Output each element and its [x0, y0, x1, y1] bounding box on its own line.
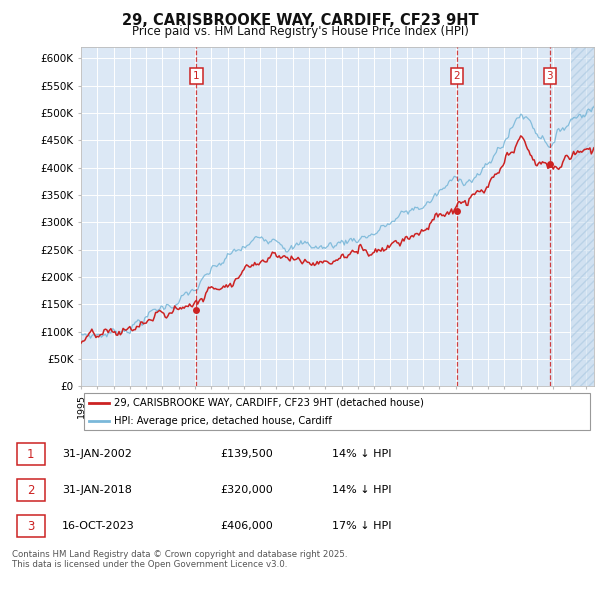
Bar — [17, 479, 45, 501]
Text: HPI: Average price, detached house, Cardiff: HPI: Average price, detached house, Card… — [115, 416, 332, 426]
Text: 29, CARISBROOKE WAY, CARDIFF, CF23 9HT: 29, CARISBROOKE WAY, CARDIFF, CF23 9HT — [122, 12, 478, 28]
Text: 1: 1 — [27, 448, 34, 461]
Bar — [17, 443, 45, 465]
Text: 14% ↓ HPI: 14% ↓ HPI — [332, 485, 392, 495]
Text: Contains HM Land Registry data © Crown copyright and database right 2025.
This d: Contains HM Land Registry data © Crown c… — [12, 550, 347, 569]
Text: 1: 1 — [193, 71, 200, 81]
Text: 2: 2 — [27, 484, 34, 497]
Text: £320,000: £320,000 — [221, 485, 274, 495]
Text: 3: 3 — [27, 520, 34, 533]
Bar — [17, 515, 45, 537]
Text: £139,500: £139,500 — [221, 449, 274, 459]
Text: 14% ↓ HPI: 14% ↓ HPI — [332, 449, 392, 459]
Text: Price paid vs. HM Land Registry's House Price Index (HPI): Price paid vs. HM Land Registry's House … — [131, 25, 469, 38]
Text: 16-OCT-2023: 16-OCT-2023 — [62, 521, 134, 531]
Text: 31-JAN-2018: 31-JAN-2018 — [62, 485, 132, 495]
Text: 2: 2 — [454, 71, 460, 81]
Text: 17% ↓ HPI: 17% ↓ HPI — [332, 521, 392, 531]
Text: 29, CARISBROOKE WAY, CARDIFF, CF23 9HT (detached house): 29, CARISBROOKE WAY, CARDIFF, CF23 9HT (… — [115, 398, 424, 408]
Text: £406,000: £406,000 — [221, 521, 274, 531]
Text: 3: 3 — [547, 71, 553, 81]
Text: 31-JAN-2002: 31-JAN-2002 — [62, 449, 132, 459]
